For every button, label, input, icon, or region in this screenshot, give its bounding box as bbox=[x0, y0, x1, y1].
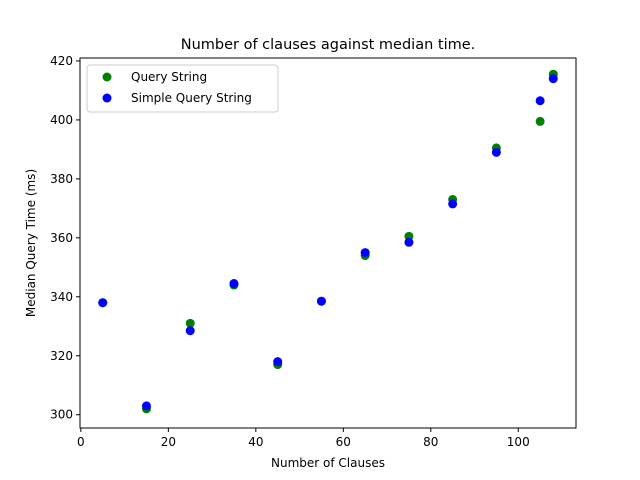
y-tick-label: 320 bbox=[50, 349, 73, 363]
y-tick-label: 380 bbox=[50, 172, 73, 186]
y-tick-label: 400 bbox=[50, 113, 73, 127]
y-tick-label: 340 bbox=[50, 290, 73, 304]
legend-box bbox=[86, 64, 279, 113]
y-axis: 300 320 340 360 380 400 420 bbox=[50, 54, 80, 422]
data-point bbox=[360, 248, 370, 258]
y-tick-label: 360 bbox=[50, 231, 73, 245]
data-point bbox=[316, 296, 326, 306]
x-tick-label: 40 bbox=[248, 435, 263, 449]
chart-title: Number of clauses against median time. bbox=[181, 37, 476, 53]
legend-marker bbox=[102, 72, 112, 82]
x-tick-label: 60 bbox=[336, 435, 351, 449]
data-point bbox=[448, 199, 458, 209]
y-tick-label: 300 bbox=[50, 408, 73, 422]
data-point bbox=[404, 237, 414, 247]
data-point bbox=[229, 279, 239, 289]
legend-label: Query String bbox=[131, 70, 207, 84]
data-point bbox=[548, 74, 558, 84]
y-tick-label: 420 bbox=[50, 54, 73, 68]
y-axis-label: Median Query Time (ms) bbox=[24, 169, 38, 317]
x-tick-label: 0 bbox=[77, 435, 85, 449]
data-point bbox=[535, 96, 545, 106]
legend-label: Simple Query String bbox=[131, 91, 252, 105]
data-point bbox=[273, 357, 283, 367]
data-point bbox=[491, 147, 501, 157]
x-tick-label: 20 bbox=[161, 435, 176, 449]
data-point bbox=[98, 298, 108, 308]
plot-area bbox=[98, 69, 558, 414]
data-point bbox=[185, 318, 195, 328]
x-axis: 0 20 40 60 80 100 bbox=[77, 428, 530, 449]
legend-marker bbox=[102, 93, 112, 103]
data-point bbox=[535, 116, 545, 126]
x-axis-label: Number of Clauses bbox=[271, 456, 385, 470]
data-point bbox=[185, 326, 195, 336]
plot-frame bbox=[79, 57, 577, 429]
data-point bbox=[141, 401, 151, 411]
series-simple-query-string bbox=[98, 74, 558, 411]
legend: Query String Simple Query String bbox=[86, 64, 279, 113]
x-tick-label: 80 bbox=[423, 435, 438, 449]
x-tick-label: 100 bbox=[507, 435, 530, 449]
